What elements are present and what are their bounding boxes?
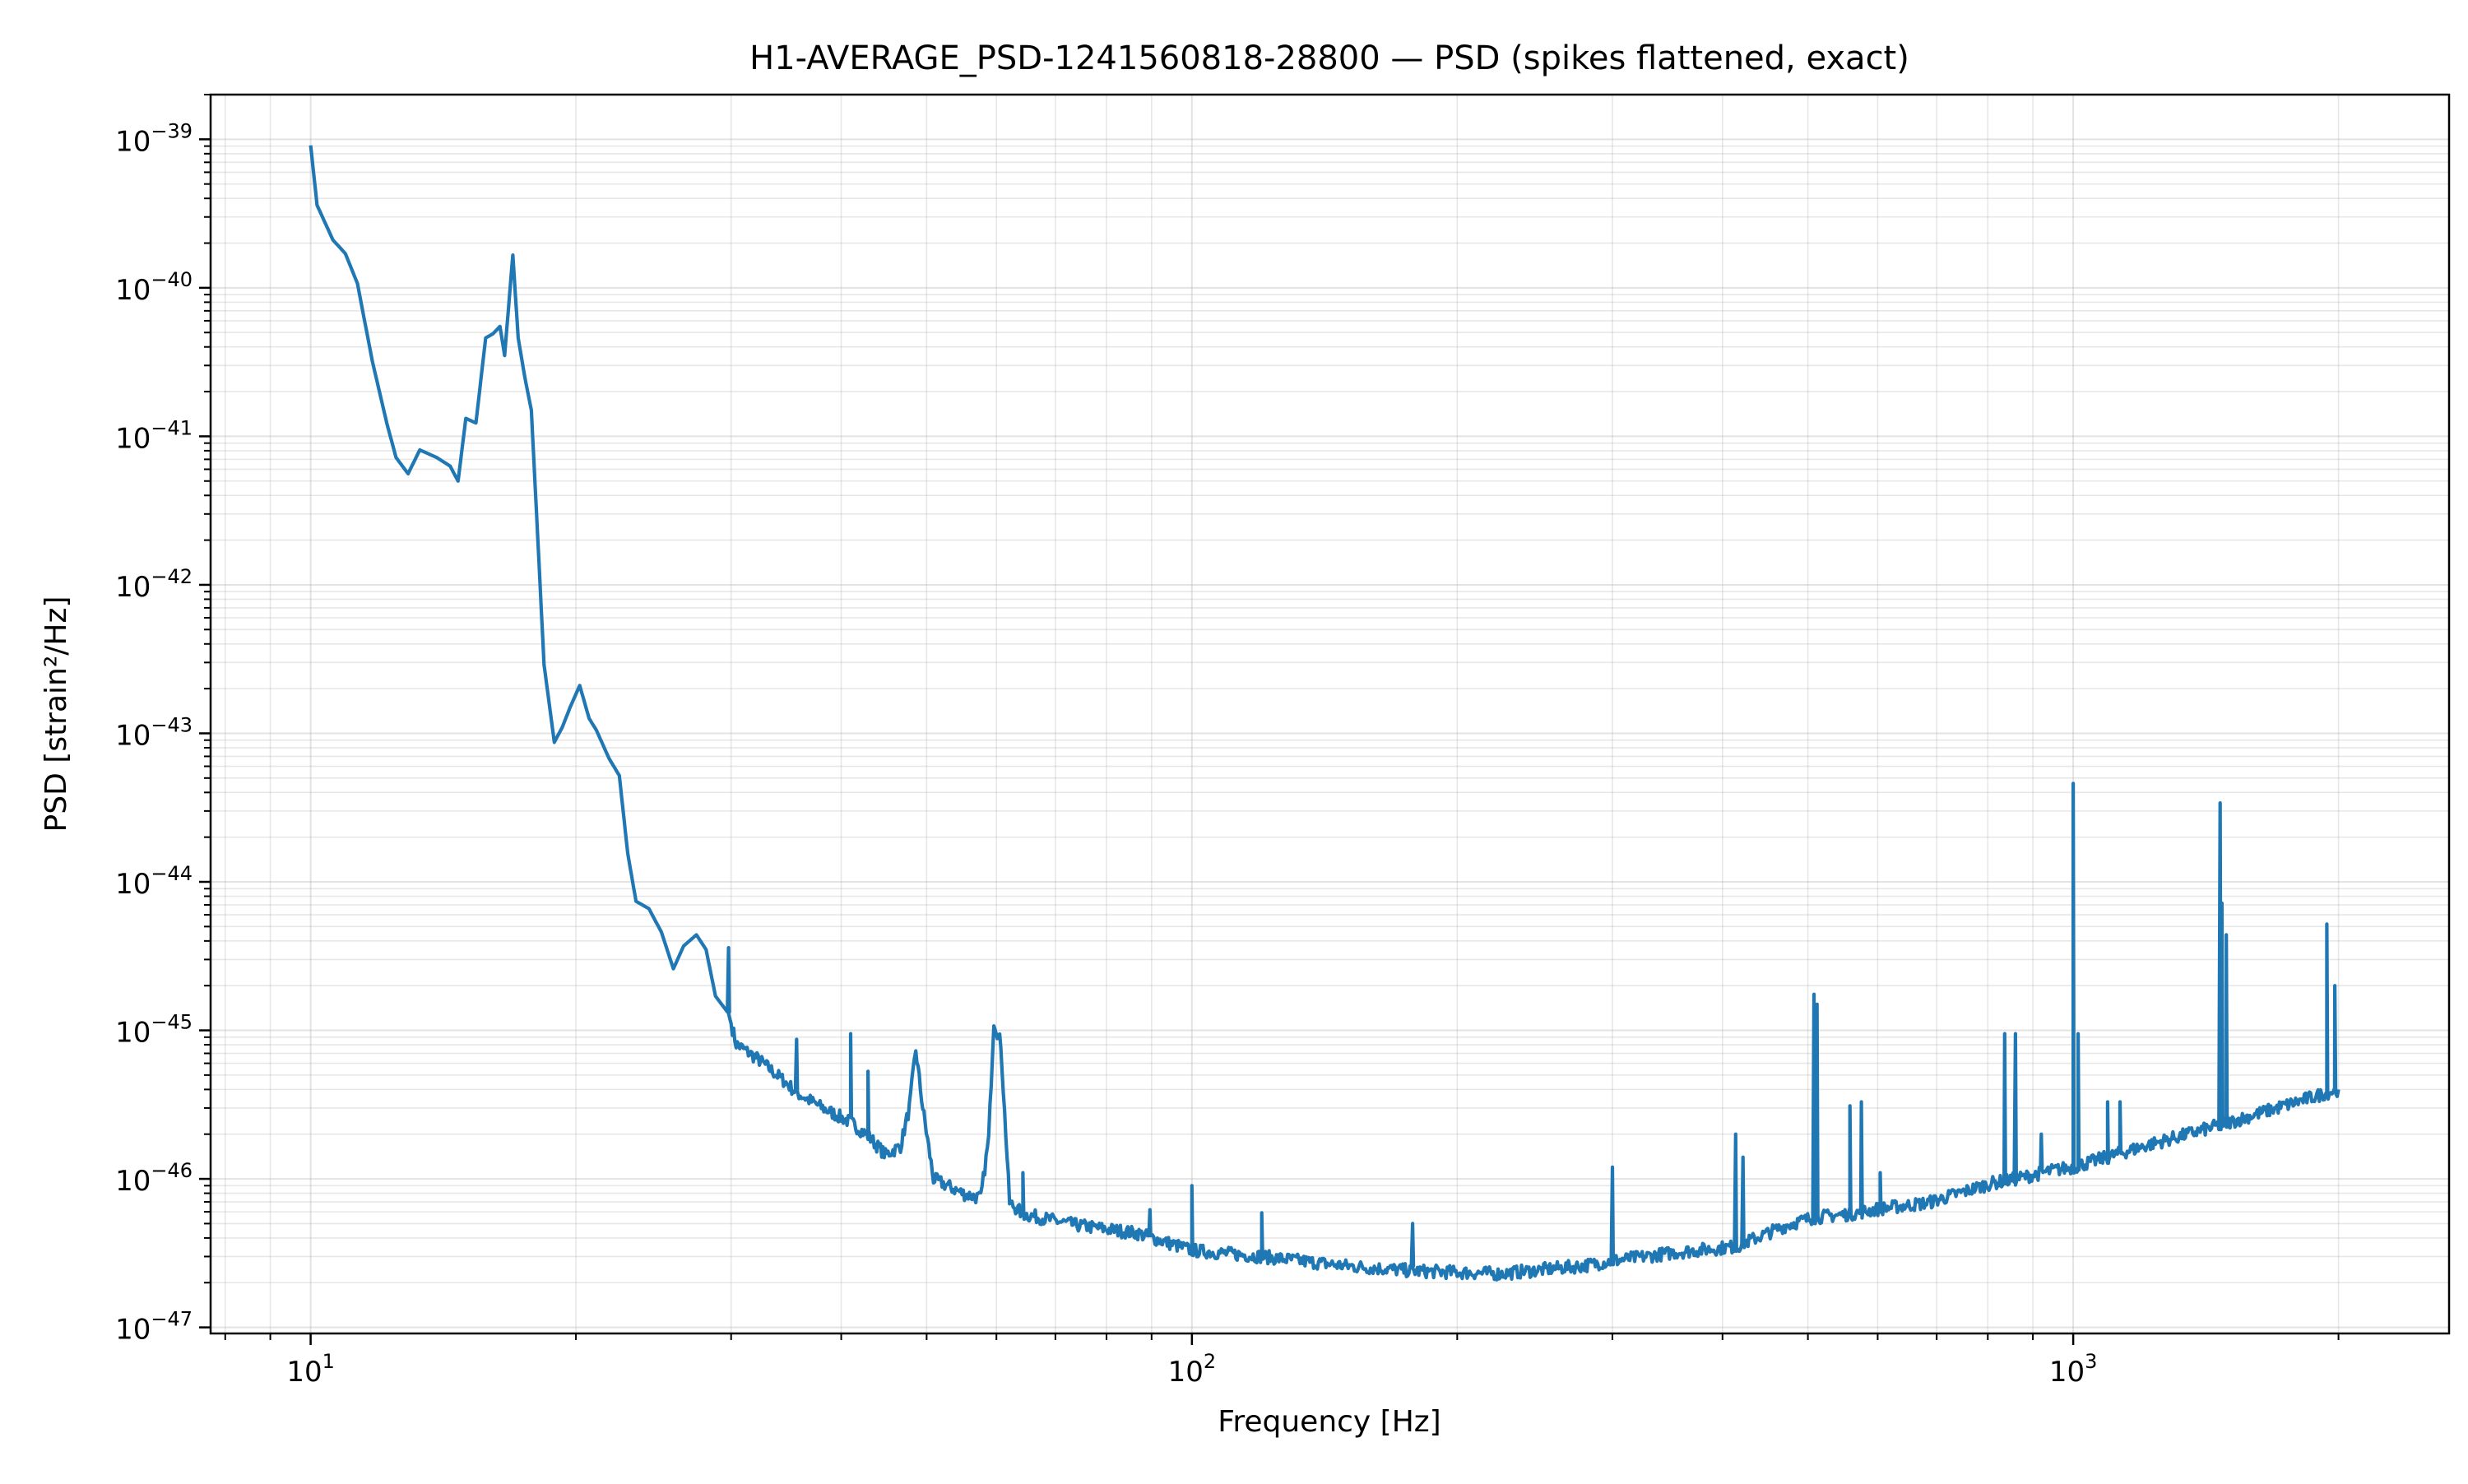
y-axis-label: PSD [strain²/Hz] — [39, 596, 73, 832]
x-axis-label: Frequency [Hz] — [1218, 1405, 1440, 1439]
chart-title: H1-AVERAGE_PSD-1241560818-28800 — PSD (s… — [749, 39, 1909, 77]
